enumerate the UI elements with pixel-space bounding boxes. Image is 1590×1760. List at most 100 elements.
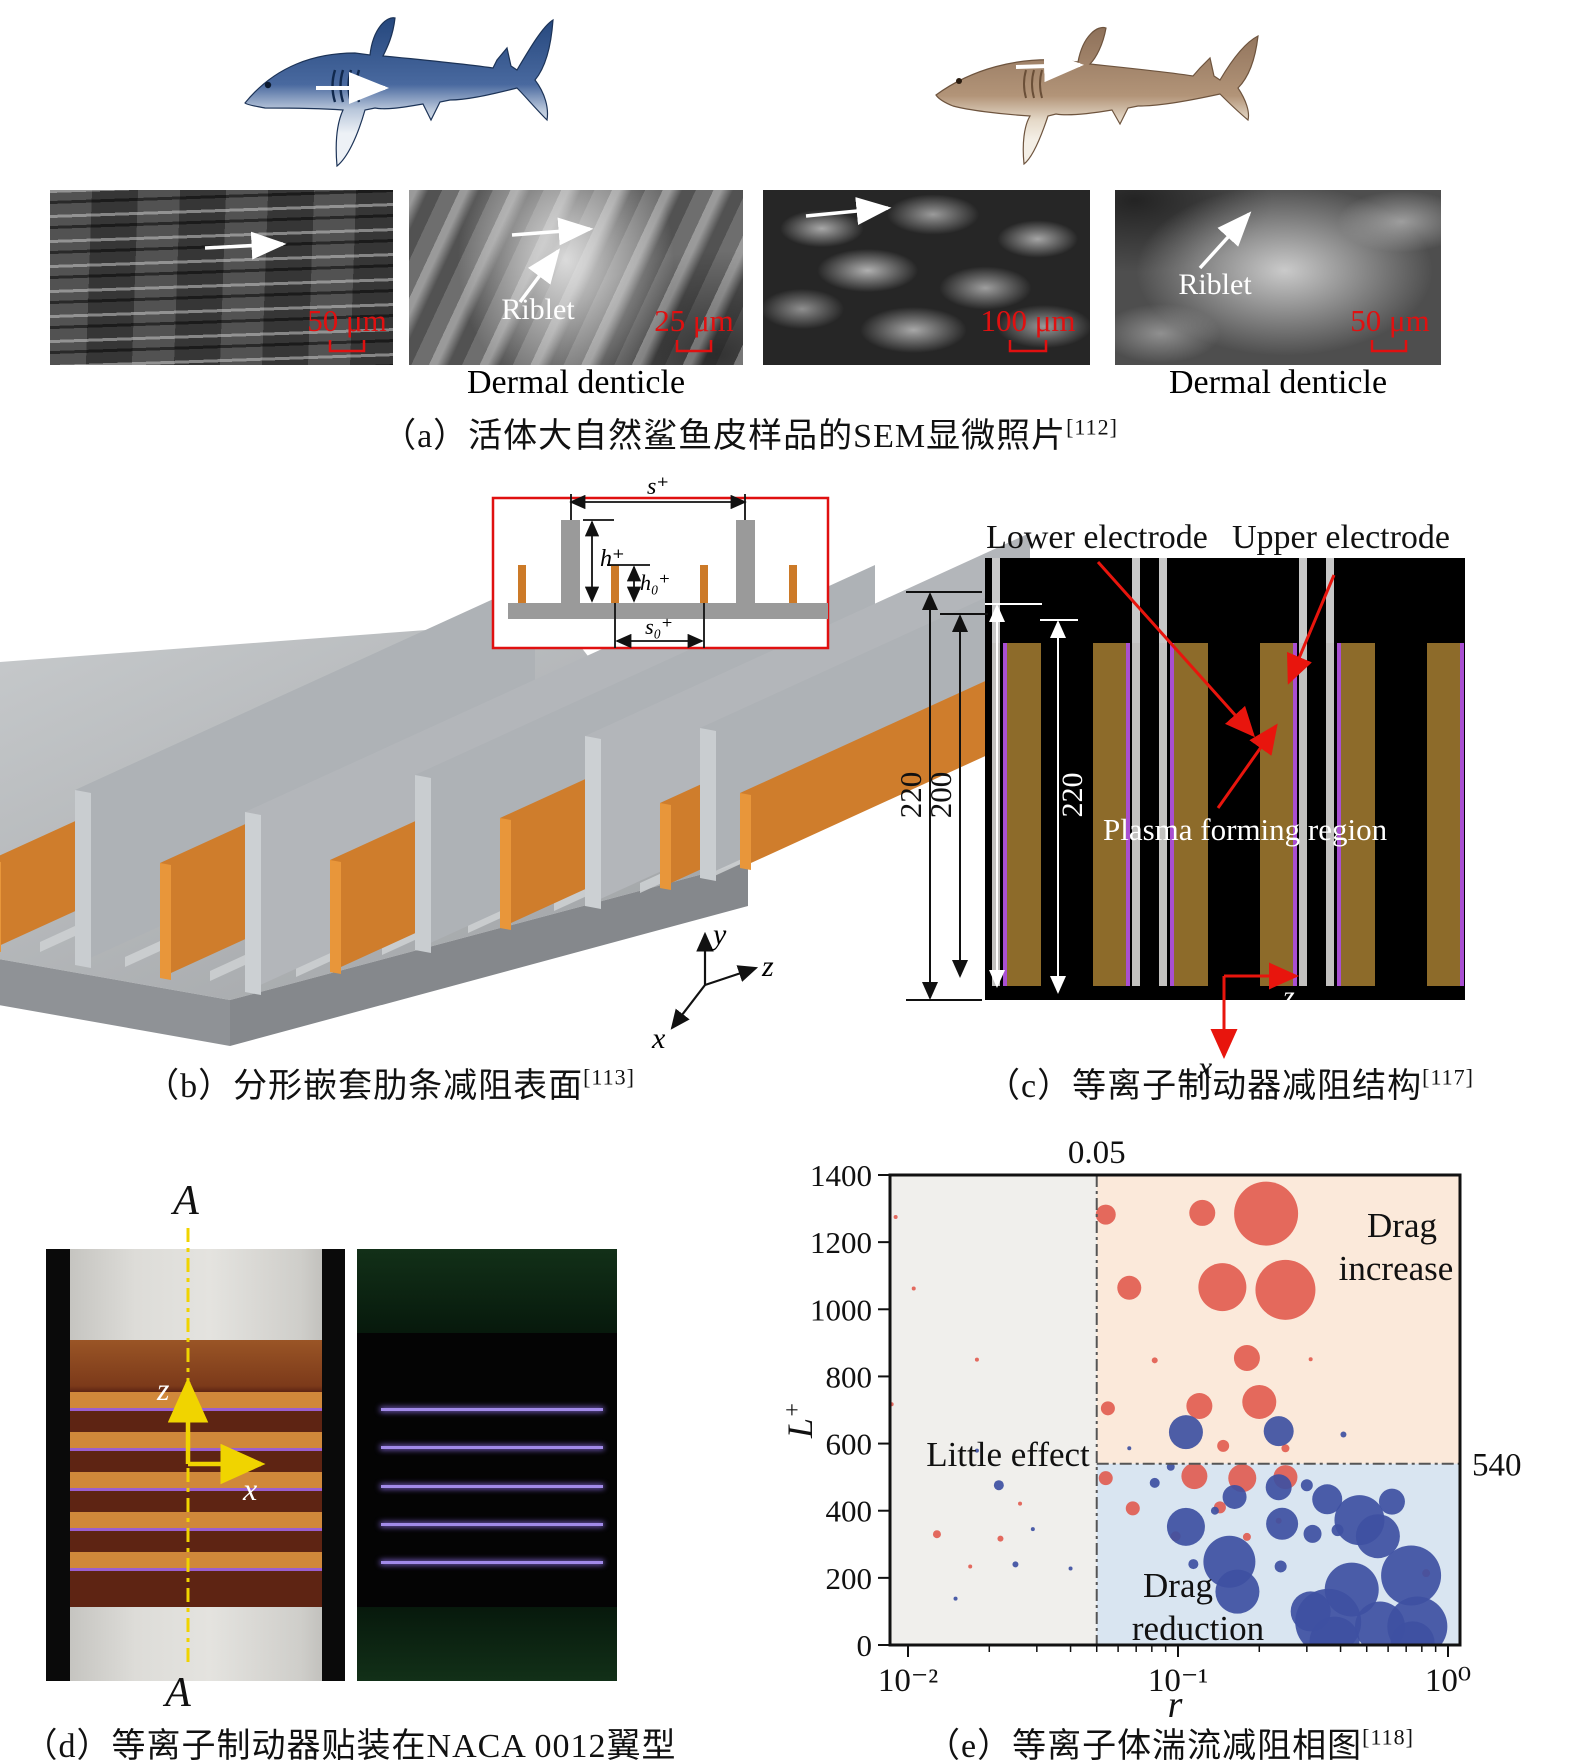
bubble-drag-reduction	[993, 1480, 1004, 1491]
y-axis-label: L+	[780, 1402, 820, 1439]
inset-dim-s0-label: s₀⁺	[645, 614, 673, 639]
bubble-drag-increase	[1189, 1199, 1216, 1226]
dim-200-label: 200	[923, 772, 958, 819]
panel-c-axis-z-label: z	[1282, 980, 1295, 1013]
photo-green-glow-bottom	[357, 1607, 617, 1681]
scale-bar-label-2: 25 μm	[654, 303, 733, 338]
panel-c-dim-white	[985, 603, 1078, 994]
panel-c-axis-x-label: x	[1197, 1049, 1212, 1085]
y-tick-label: 1400	[810, 1158, 872, 1193]
x-tick-label: 10⁰	[1425, 1663, 1471, 1699]
bubble-drag-increase	[1281, 1444, 1290, 1453]
bubble-drag-increase	[1217, 1439, 1230, 1452]
inset-small-riblet	[518, 565, 526, 603]
lower-electrode-label: Lower electrode	[986, 519, 1208, 556]
bubble-drag-increase	[1242, 1384, 1277, 1419]
bubble-drag-reduction	[1340, 1431, 1347, 1438]
panel-d-overlay: A z x A	[156, 1178, 266, 1716]
bubble-drag-increase	[1151, 1357, 1158, 1364]
bubble-drag-increase	[1117, 1275, 1142, 1300]
bubble-drag-reduction	[1378, 1488, 1405, 1515]
bubble-drag-increase	[1198, 1263, 1247, 1312]
bubble-drag-increase	[1100, 1401, 1115, 1416]
bubble-drag-reduction	[1390, 1621, 1435, 1645]
caption-e-text: （e）等离子体湍流减阻相图	[926, 1728, 1363, 1760]
panel-b-axis-x-label: x	[651, 1022, 666, 1055]
bubble-drag-reduction	[1381, 1545, 1442, 1606]
inset-tall-riblet	[561, 520, 580, 603]
bubble-drag-reduction	[1127, 1446, 1132, 1451]
threshold-y-label: 540	[1472, 1448, 1522, 1484]
x-axis-label: r	[1168, 1684, 1183, 1726]
panel-d-axes	[167, 1377, 266, 1485]
plasma-glow-line	[381, 1485, 603, 1488]
plasma-glow-line	[381, 1446, 603, 1449]
inset-small-riblet	[789, 565, 797, 603]
shark-eye	[264, 81, 272, 89]
y-tick-label: 1000	[810, 1292, 872, 1327]
caption-panel-b: （b）分形嵌套肋条减阻表面[113]	[60, 1058, 720, 1107]
region-little-effect	[890, 1175, 1097, 1645]
plasma-glow-line	[381, 1523, 603, 1526]
caption-c-ref: [117]	[1422, 1064, 1474, 1090]
bubble-drag-increase	[974, 1357, 979, 1362]
dim-220-outer-label: 220	[893, 772, 928, 819]
sem-scale-bar-brackets	[328, 340, 1408, 353]
dim-220-inside-label: 220	[1056, 773, 1089, 818]
bubble-drag-reduction	[1355, 1514, 1400, 1559]
section-a-label-bottom: A	[162, 1670, 191, 1716]
photo-green-glow-top	[357, 1249, 617, 1333]
caption-b-text: （b）分形嵌套肋条减阻表面	[145, 1068, 584, 1105]
bubble-drag-reduction	[1303, 1524, 1322, 1543]
shark-gill-slits	[1023, 69, 1043, 99]
bubble-drag-increase	[1018, 1501, 1023, 1506]
plot-frame	[888, 1173, 1462, 1647]
scale-bar-label-3: 100 μm	[981, 303, 1076, 338]
sem-photo-shark-skin-1	[50, 190, 393, 365]
panel-b-riblet-3d: s⁺ h⁺ h₀⁺ s₀⁺ y z x	[0, 474, 1030, 1055]
bubble-drag-increase	[893, 1214, 898, 1219]
bubble-drag-increase	[1308, 1357, 1313, 1362]
inset-small-riblet	[611, 565, 619, 603]
riblet-walls	[0, 532, 1030, 995]
bubble-drag-reduction	[1300, 1479, 1313, 1492]
panel-c-axes	[1210, 962, 1299, 1059]
electrode-stripes	[70, 1392, 322, 1592]
panel-d-axis-x-label: x	[242, 1471, 257, 1507]
y-tick-label: 200	[826, 1561, 873, 1596]
x-tick-label: 10⁻¹	[1148, 1663, 1208, 1699]
bubble-drag-increase	[1234, 1181, 1299, 1246]
bubble-drag-reduction	[1274, 1560, 1287, 1573]
bubble-drag-reduction	[1266, 1507, 1299, 1540]
shark-illustration-mako	[244, 17, 554, 168]
bubble-drag-increase	[968, 1564, 973, 1569]
bubble-drag-increase	[1255, 1259, 1316, 1320]
sem-photo-shark-skin-2	[763, 190, 1090, 365]
panel-b-axis-y-label: y	[710, 918, 727, 951]
riblet-label-1: Riblet	[501, 293, 575, 326]
inset-dim-h-label: h⁺	[600, 546, 625, 572]
caption-a-text: （a）活体大自然鲨鱼皮样品的SEM显微照片	[382, 418, 1067, 455]
label-drag-increase-1: Drag	[1367, 1206, 1437, 1245]
scale-bar-label-1: 50 μm	[307, 303, 386, 338]
plasma-glow-line	[381, 1561, 603, 1564]
sem-scale-bars: 50 μm 25 μm 100 μm 50 μm	[307, 303, 1429, 338]
caption-b-ref: [113]	[583, 1064, 635, 1090]
bubble-drag-reduction	[1012, 1561, 1019, 1568]
inset-dim-h0-label: h₀⁺	[640, 570, 670, 595]
sem-photo-dermal-denticle-closeup-2	[1115, 190, 1441, 365]
photo-black-border	[46, 1249, 70, 1681]
bubble-drag-reduction	[1265, 1474, 1292, 1501]
y-tick-label: 0	[857, 1628, 873, 1663]
panel-c-dim-black	[906, 591, 988, 1001]
label-little-effect: Little effect	[926, 1435, 1090, 1474]
bubble-drag-reduction	[1188, 1559, 1199, 1570]
bubble-drag-increase	[997, 1535, 1004, 1542]
inset-dimension-lines	[569, 494, 747, 649]
label-drag-reduction-2: reduction	[1132, 1609, 1264, 1648]
scale-bar-label-4: 50 μm	[1350, 303, 1429, 338]
panel-c-overlay: Lower electrode Upper electrode Plasma f…	[893, 519, 1450, 1085]
y-tick-label: 1200	[810, 1225, 872, 1260]
bubble-drag-increase	[932, 1530, 941, 1539]
